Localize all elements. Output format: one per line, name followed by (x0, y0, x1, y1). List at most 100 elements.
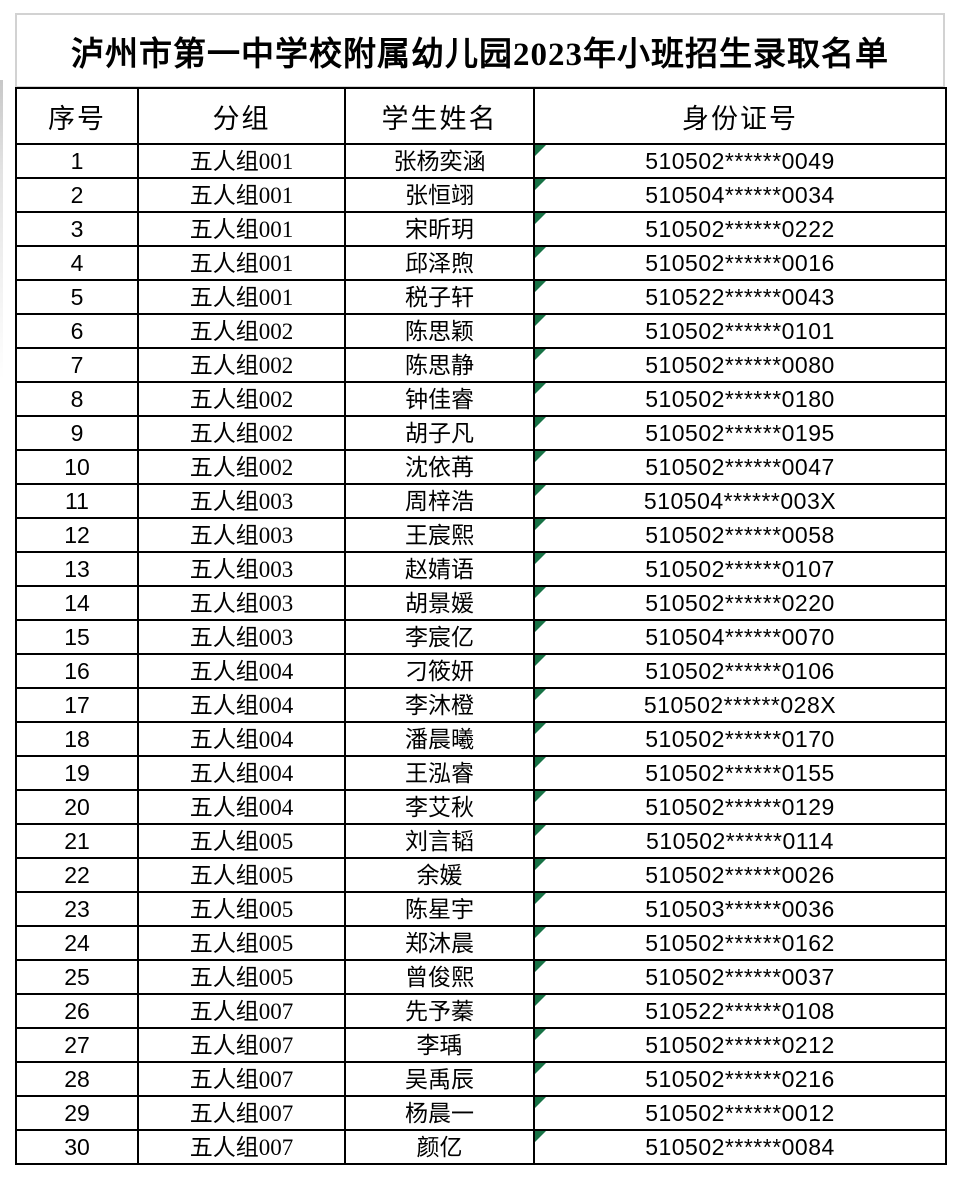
table-row: 20 五人组004 李艾秋 510502******0129 (15, 789, 947, 825)
group-cell: 五人组002 (137, 381, 346, 417)
column-header-id: 身份证号 (533, 87, 947, 145)
green-triangle-icon (536, 622, 546, 632)
student-name-cell: 李瑀 (344, 1027, 535, 1063)
row-number-cell: 19 (15, 755, 139, 791)
student-name-cell: 周梓浩 (344, 483, 535, 519)
id-number-cell: 510502******0047 (533, 449, 947, 485)
student-name-cell: 颜亿 (344, 1129, 535, 1165)
id-number-cell: 510502******0220 (533, 585, 947, 621)
student-name-cell: 陈星宇 (344, 891, 535, 927)
table-row: 30 五人组007 颜亿 510502******0084 (15, 1129, 947, 1165)
student-name-cell: 陈思颖 (344, 313, 535, 349)
id-number-cell: 510502******0195 (533, 415, 947, 451)
group-cell: 五人组002 (137, 415, 346, 451)
group-cell: 五人组003 (137, 551, 346, 587)
id-number-cell: 510502******0012 (533, 1095, 947, 1131)
row-number-cell: 20 (15, 789, 139, 825)
group-cell: 五人组007 (137, 993, 346, 1029)
group-cell: 五人组001 (137, 177, 346, 213)
green-triangle-icon (536, 384, 546, 394)
table-row: 17 五人组004 李沐橙 510502******028X (15, 687, 947, 723)
row-number-cell: 15 (15, 619, 139, 655)
row-number-cell: 11 (15, 483, 139, 519)
green-triangle-icon (536, 826, 546, 836)
group-cell: 五人组004 (137, 755, 346, 791)
group-cell: 五人组005 (137, 925, 346, 961)
table-row: 14 五人组003 胡景媛 510502******0220 (15, 585, 947, 621)
id-number-cell: 510502******0180 (533, 381, 947, 417)
green-triangle-icon (536, 146, 546, 156)
id-number-cell: 510502******0016 (533, 245, 947, 281)
student-name-cell: 胡景媛 (344, 585, 535, 621)
student-name-cell: 王泓睿 (344, 755, 535, 791)
student-name-cell: 钟佳睿 (344, 381, 535, 417)
id-number-cell: 510502******0049 (533, 143, 947, 179)
group-cell: 五人组003 (137, 619, 346, 655)
row-number-cell: 5 (15, 279, 139, 315)
table-row: 11 五人组003 周梓浩 510504******003X (15, 483, 947, 519)
green-triangle-icon (536, 894, 546, 904)
green-triangle-icon (536, 1064, 546, 1074)
green-triangle-icon (536, 554, 546, 564)
group-cell: 五人组007 (137, 1061, 346, 1097)
green-triangle-icon (536, 1030, 546, 1040)
group-cell: 五人组002 (137, 449, 346, 485)
green-triangle-icon (536, 486, 546, 496)
group-cell: 五人组005 (137, 959, 346, 995)
row-number-cell: 18 (15, 721, 139, 757)
table-row: 24 五人组005 郑沐晨 510502******0162 (15, 925, 947, 961)
student-name-cell: 李艾秋 (344, 789, 535, 825)
group-cell: 五人组005 (137, 857, 346, 893)
student-name-cell: 宋昕玥 (344, 211, 535, 247)
row-number-cell: 17 (15, 687, 139, 723)
table-row: 15 五人组003 李宸亿 510504******0070 (15, 619, 947, 655)
row-number-cell: 1 (15, 143, 139, 179)
id-number-cell: 510502******0037 (533, 959, 947, 995)
student-name-cell: 张恒翊 (344, 177, 535, 213)
id-number-cell: 510502******0155 (533, 755, 947, 791)
green-triangle-icon (536, 180, 546, 190)
column-header-name: 学生姓名 (344, 87, 535, 145)
green-triangle-icon (536, 962, 546, 972)
group-cell: 五人组007 (137, 1129, 346, 1165)
green-triangle-icon (536, 248, 546, 258)
green-triangle-icon (536, 1098, 546, 1108)
row-number-cell: 12 (15, 517, 139, 553)
id-number-cell: 510502******028X (533, 687, 947, 723)
student-name-cell: 陈思静 (344, 347, 535, 383)
student-name-cell: 刘言韬 (344, 823, 535, 859)
green-triangle-icon (536, 452, 546, 462)
green-triangle-icon (536, 996, 546, 1006)
table-row: 5 五人组001 税子轩 510522******0043 (15, 279, 947, 315)
green-triangle-icon (536, 724, 546, 734)
id-number-cell: 510504******0034 (533, 177, 947, 213)
admission-roster-table: 序号 分组 学生姓名 身份证号 1 五人组001 张杨奕涵 510502******0… (15, 87, 947, 1165)
id-number-cell: 510503******0036 (533, 891, 947, 927)
student-name-cell: 余媛 (344, 857, 535, 893)
group-cell: 五人组001 (137, 211, 346, 247)
group-cell: 五人组001 (137, 143, 346, 179)
row-number-cell: 25 (15, 959, 139, 995)
table-row: 28 五人组007 吴禹辰 510502******0216 (15, 1061, 947, 1097)
group-cell: 五人组004 (137, 687, 346, 723)
table-row: 1 五人组001 张杨奕涵 510502******0049 (15, 143, 947, 179)
green-triangle-icon (536, 860, 546, 870)
student-name-cell: 张杨奕涵 (344, 143, 535, 179)
group-cell: 五人组004 (137, 789, 346, 825)
id-number-cell: 510502******0107 (533, 551, 947, 587)
group-cell: 五人组005 (137, 891, 346, 927)
title-box: 泸州市第一中学校附属幼儿园2023年小班招生录取名单 (15, 13, 945, 87)
id-number-cell: 510502******0212 (533, 1027, 947, 1063)
id-number-cell: 510502******0080 (533, 347, 947, 383)
green-triangle-icon (536, 1132, 546, 1142)
column-header-group: 分组 (137, 87, 346, 145)
green-triangle-icon (536, 520, 546, 530)
table-row: 23 五人组005 陈星宇 510503******0036 (15, 891, 947, 927)
group-cell: 五人组004 (137, 721, 346, 757)
table-row: 4 五人组001 邱泽煦 510502******0016 (15, 245, 947, 281)
green-triangle-icon (536, 656, 546, 666)
id-number-cell: 510502******0084 (533, 1129, 947, 1165)
table-row: 6 五人组002 陈思颖 510502******0101 (15, 313, 947, 349)
student-name-cell: 杨晨一 (344, 1095, 535, 1131)
